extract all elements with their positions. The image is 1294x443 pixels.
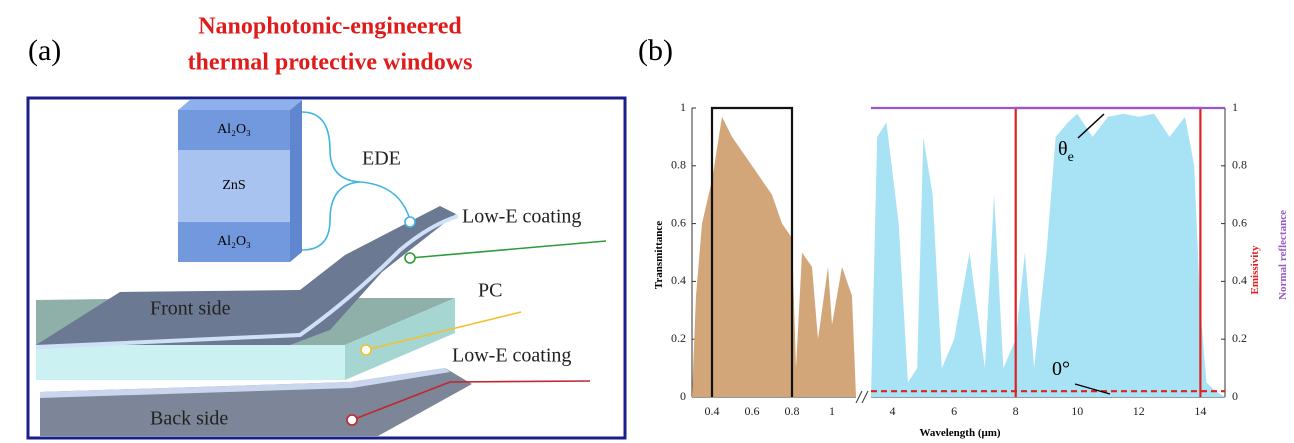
x-tick-label: 1 [829,404,835,418]
y-tick-label: 1 [680,100,686,114]
annotation-text: 0° [1052,358,1070,380]
annotation-text: θe [1058,138,1074,165]
diagram-label: Front side [150,298,231,320]
x-tick-label: 0.8 [785,404,800,418]
area [871,113,1225,398]
annotation-text: θ [1058,138,1068,160]
area [692,116,856,397]
diagram-label: Low-E coating [452,345,571,367]
x-tick-label: 0.6 [745,404,760,418]
callouts [301,111,607,426]
y2-tick-label: 0 [1232,389,1238,403]
layer-label: ZnS [222,178,245,193]
y2-tick-label: 0.8 [1232,158,1247,172]
y2-tick-label: 0.4 [1232,273,1247,287]
panel-label: (a) [28,34,61,67]
y-tick-label: 0.8 [671,158,686,172]
y2-tick-label: 1 [1232,100,1238,114]
annotation: θe 0° [1052,113,1111,395]
diagram-label: Back side [150,408,228,430]
x-tick-label: 8 [1013,404,1019,418]
x-tick-label: 12 [1133,404,1145,418]
title: Nanophotonic-engineered [198,14,462,40]
y-tick-label: 0 [680,389,686,403]
x-axis-label: Wavelength (μm) [919,427,1000,439]
x-tick-label: 10 [1071,404,1083,418]
x-tick-label: 4 [890,404,896,418]
window-diagram [35,206,472,436]
title: thermal protective windows [188,50,473,76]
diagram-label: Low-E coating [462,206,581,228]
layer-label: Al₂O₃ [217,234,251,249]
diagram-label: EDE [362,148,401,170]
y2-tick-label: 0.6 [1232,215,1247,229]
y-tick-label: 0.2 [671,331,686,345]
diagram-label: PC [478,280,502,302]
y-axis-label: Transmittance [653,221,665,289]
layer-stack [178,100,302,262]
x-tick-label: 14 [1194,404,1206,418]
layer-label: Al₂O₃ [217,122,251,137]
y2-tick-label: 0.2 [1232,331,1247,345]
y-tick-label: 0.6 [671,215,686,229]
line [710,106,794,397]
y2-axis-label: Normal reflectance [1277,210,1289,300]
axis-break [855,390,869,404]
panel-label: (b) [638,34,673,67]
x-tick-label: 0.4 [705,404,720,418]
x-tick-label: 6 [951,404,957,418]
annotation-sub: e [1068,150,1074,165]
y-tick-label: 0.4 [671,273,686,287]
y2-axis-label: Emissivity [1249,245,1261,294]
